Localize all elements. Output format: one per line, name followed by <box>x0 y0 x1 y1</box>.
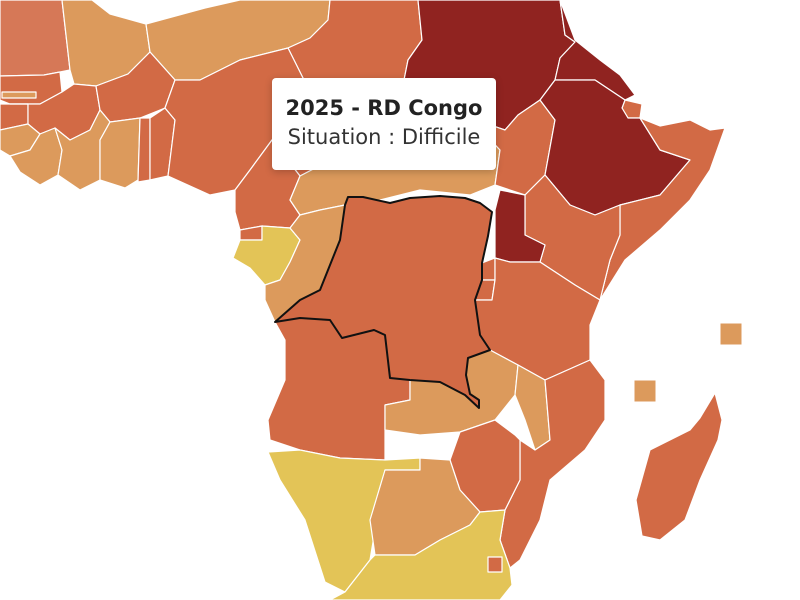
country-togo[interactable] <box>137 117 151 183</box>
tooltip-status-label: Situation <box>287 125 382 149</box>
tooltip-status-value: Difficile <box>401 125 481 149</box>
country-somalia[interactable] <box>599 117 726 301</box>
country-ghana[interactable] <box>99 117 141 189</box>
country-tooltip: 2025 - RD Congo Situation : Difficile <box>272 78 496 170</box>
country-mauritania[interactable] <box>0 0 71 77</box>
country-seychelles[interactable] <box>719 322 743 346</box>
country-south-africa[interactable] <box>329 509 513 600</box>
tooltip-separator: : <box>381 125 402 149</box>
tooltip-status-line: Situation : Difficile <box>272 122 496 152</box>
country-gambia[interactable] <box>1 91 37 99</box>
country-mozambique[interactable] <box>499 359 606 569</box>
tooltip-title: 2025 - RD Congo <box>285 96 483 120</box>
country-eswatini[interactable] <box>487 556 503 573</box>
country-rwanda[interactable] <box>481 257 496 281</box>
country-madagascar[interactable] <box>635 392 723 541</box>
country-comoros[interactable] <box>633 379 657 403</box>
